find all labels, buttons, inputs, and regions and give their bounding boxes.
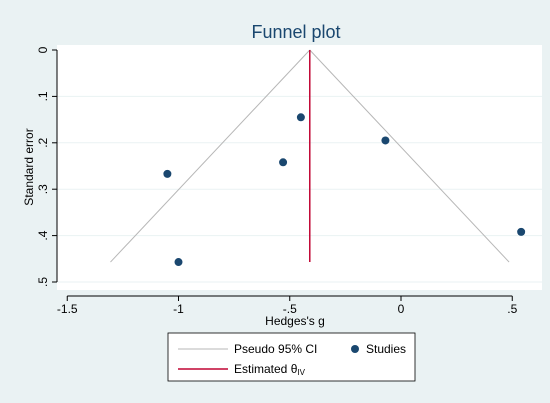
study-point-0 (163, 169, 172, 178)
pseudo-ci-funnel (110, 49, 510, 263)
gridlines (57, 95, 542, 283)
y-tick-label-2: .2 (36, 137, 50, 147)
y-tick-label-5: .5 (36, 277, 50, 287)
y-tick-label-0: 0 (36, 46, 50, 53)
y-tick-label-1: .1 (36, 91, 50, 101)
x-axis: -1.5 -1 -.5 0 .5 (57, 295, 518, 316)
y-axis-label: Standard error (22, 128, 36, 205)
x-tick-label-3: 0 (398, 302, 405, 316)
legend-label-pseudo-ci: Pseudo 95% CI (234, 342, 317, 356)
study-point-4 (381, 136, 390, 145)
legend-label-estimate-main: Estimated θ (234, 362, 298, 376)
study-point-2 (279, 158, 288, 167)
x-tick-label-0: -1.5 (57, 302, 78, 316)
legend: Pseudo 95% CI Studies Estimated θIV (167, 332, 416, 382)
plot-region (57, 45, 542, 290)
x-tick-label-1: -1 (173, 302, 184, 316)
legend-box (167, 332, 416, 382)
x-tick-label-4: .5 (507, 302, 517, 316)
funnel-left-line (110, 49, 311, 263)
chart-title: Funnel plot (251, 22, 340, 42)
legend-label-studies: Studies (366, 342, 406, 356)
study-point-5 (517, 227, 526, 236)
legend-label-estimate-subscript: IV (297, 368, 305, 377)
study-point-3 (296, 113, 305, 122)
legend-label-estimate: Estimated θIV (234, 362, 306, 377)
study-points (163, 113, 526, 267)
y-tick-label-4: .4 (36, 230, 50, 240)
funnel-right-line (309, 49, 510, 263)
study-point-1 (174, 258, 183, 267)
y-tick-label-3: .3 (36, 184, 50, 194)
x-axis-label: Hedges's g (265, 314, 325, 328)
y-axis: 0 .1 .2 .3 .4 .5 (36, 46, 58, 287)
x-tick-label-2: -.5 (283, 302, 297, 316)
legend-swatch-studies (351, 345, 359, 353)
